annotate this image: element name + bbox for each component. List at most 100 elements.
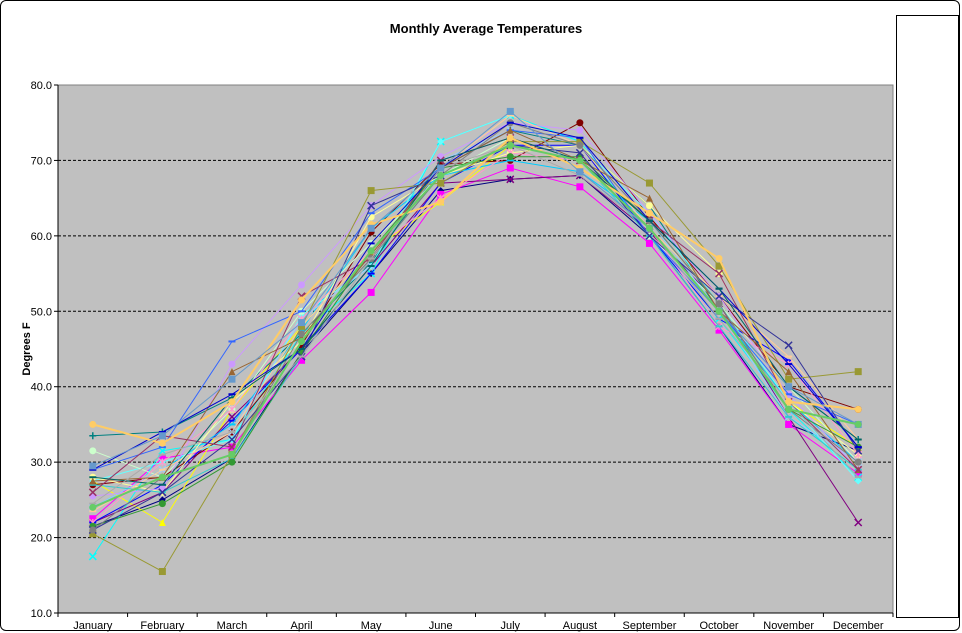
data-point (785, 398, 793, 406)
y-tick-label: 20.0 (31, 533, 52, 545)
data-point (785, 420, 793, 428)
x-tick-label: April (291, 620, 313, 632)
data-point (645, 194, 653, 202)
x-tick-label: January (73, 620, 113, 632)
data-point (298, 296, 306, 304)
data-point (158, 568, 166, 576)
data-point (645, 231, 654, 240)
data-point (506, 153, 514, 161)
x-tick-label: November (763, 620, 814, 632)
data-point (228, 368, 236, 376)
data-point (228, 375, 236, 383)
data-point (715, 254, 723, 262)
x-tick-label: March (217, 620, 248, 632)
data-point (367, 288, 375, 296)
axes: 10.0 20.0 30.0 40.0 50.0 60.0 70.0 80.0 January F… (31, 80, 894, 632)
data-point (158, 518, 166, 526)
data-point (158, 454, 166, 462)
series-line (92, 144, 859, 509)
data-point (506, 164, 514, 172)
data-point (645, 239, 653, 247)
data-point (437, 198, 445, 206)
data-point (576, 126, 584, 134)
data-point (785, 375, 793, 383)
data-point (715, 307, 723, 315)
data-point (437, 190, 445, 198)
data-point (854, 405, 862, 413)
data-point (506, 107, 514, 115)
series-line (92, 137, 859, 486)
data-point (228, 360, 236, 368)
data-point (854, 368, 862, 376)
data-point (506, 175, 515, 184)
x-tick-label: June (429, 620, 453, 632)
y-tick-label: 10.0 (31, 608, 52, 620)
data-point (506, 141, 514, 149)
series-line (92, 174, 859, 527)
x-tick-label: May (361, 620, 382, 632)
chart-title: Monthly Average Temperatures (390, 21, 582, 36)
data-point (715, 326, 723, 334)
y-tick-label: 60.0 (31, 231, 52, 243)
y-tick-label: 30.0 (31, 457, 52, 469)
data-point (645, 209, 653, 217)
data-point (88, 552, 97, 561)
data-point (89, 492, 97, 500)
data-point (715, 292, 724, 301)
data-point (367, 201, 376, 210)
data-point (158, 439, 166, 447)
data-point (367, 247, 375, 255)
data-point (158, 488, 167, 497)
data-point (506, 134, 514, 142)
data-point (784, 341, 793, 350)
series-line (92, 110, 859, 467)
x-tick-label: December (833, 620, 884, 632)
data-point (227, 412, 236, 421)
data-point (88, 488, 97, 497)
data-point (89, 432, 97, 440)
data-point (576, 183, 584, 191)
series-line (92, 141, 859, 573)
data-point (645, 224, 653, 232)
x-tick-label: September (623, 620, 677, 632)
data-point (89, 526, 97, 534)
data-point (298, 330, 306, 338)
data-point (715, 300, 723, 308)
data-point (89, 530, 97, 538)
x-tick-label: February (140, 620, 185, 632)
data-point (89, 503, 97, 511)
data-point (158, 473, 166, 481)
data-point (89, 447, 97, 455)
data-point (89, 515, 97, 523)
legend-box (896, 15, 959, 618)
data-point (89, 462, 97, 470)
data-point (854, 518, 863, 527)
data-point (575, 148, 584, 157)
data-point (576, 138, 584, 146)
data-point (715, 262, 723, 270)
series-line (92, 144, 859, 505)
data-point (506, 138, 514, 146)
data-point (367, 224, 375, 232)
data-point (89, 420, 97, 428)
data-point (298, 319, 306, 327)
data-point (158, 458, 167, 467)
series-line (92, 174, 859, 523)
y-tick-label: 40.0 (31, 382, 52, 394)
data-point (576, 156, 584, 164)
x-tick-label: August (563, 620, 597, 632)
data-point (89, 477, 97, 485)
series-line (92, 122, 859, 471)
series-lines (88, 107, 863, 576)
data-point (298, 281, 306, 289)
data-point (785, 405, 793, 413)
data-point (715, 269, 724, 278)
series-line (92, 114, 859, 512)
y-tick-label: 70.0 (31, 155, 52, 167)
data-point (228, 451, 236, 459)
data-point (854, 420, 862, 428)
data-point (158, 446, 167, 455)
data-point (367, 187, 375, 195)
y-tick-label: 80.0 (31, 80, 52, 92)
